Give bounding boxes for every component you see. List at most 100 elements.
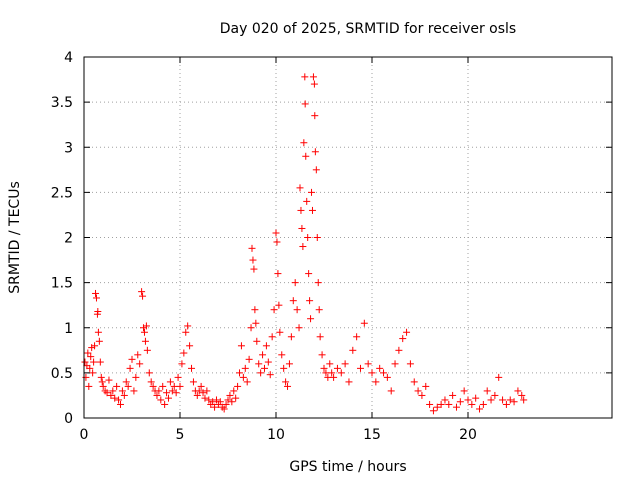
data-point [136, 360, 144, 368]
y-tick-label: 3.5 [51, 95, 73, 111]
data-point [178, 360, 186, 368]
data-point [128, 355, 136, 363]
data-point [308, 206, 316, 214]
data-point [205, 396, 213, 404]
data-point [199, 389, 207, 397]
x-tick-label: 10 [267, 427, 285, 443]
data-point [289, 297, 297, 305]
data-point [383, 373, 391, 381]
data-point [140, 324, 148, 332]
data-point [163, 389, 171, 397]
data-point [92, 289, 100, 297]
data-point [395, 346, 403, 354]
data-point [360, 319, 368, 327]
x-tick-label: 5 [176, 427, 185, 443]
data-point [174, 373, 182, 381]
data-point [268, 333, 276, 341]
data-point [216, 398, 224, 406]
data-point [299, 243, 307, 251]
data-point [464, 396, 472, 404]
data-point [253, 337, 261, 345]
data-point [514, 387, 522, 395]
data-point [264, 358, 272, 366]
data-point [99, 382, 107, 390]
data-point [298, 224, 306, 232]
data-point [305, 270, 313, 278]
data-point [333, 364, 341, 372]
data-point [316, 333, 324, 341]
data-point [90, 358, 98, 366]
data-point [234, 382, 242, 390]
data-point [220, 405, 228, 413]
data-point [91, 342, 99, 350]
data-point [387, 387, 395, 395]
data-point [157, 396, 165, 404]
y-tick-label: 1.5 [51, 276, 73, 292]
data-point [506, 396, 514, 404]
data-point [399, 335, 407, 343]
data-point [143, 346, 151, 354]
data-point [311, 112, 319, 120]
y-tick-label: 3 [64, 140, 73, 156]
data-point [422, 382, 430, 390]
data-point [237, 342, 245, 350]
data-point [306, 297, 314, 305]
data-point [189, 378, 197, 386]
data-point [520, 396, 528, 404]
data-point [318, 351, 326, 359]
y-tick-label: 4 [64, 50, 73, 66]
data-point [197, 382, 205, 390]
data-point [132, 373, 140, 381]
data-point [274, 270, 282, 278]
chart-title: Day 020 of 2025, SRMTID for receiver osl… [220, 21, 516, 37]
data-point [188, 364, 196, 372]
data-point [96, 358, 104, 366]
data-point [320, 364, 328, 372]
data-point [153, 391, 161, 399]
data-point [364, 360, 372, 368]
data-point [241, 364, 249, 372]
data-point [147, 378, 155, 386]
plot-frame [83, 56, 613, 419]
grid-lines [84, 57, 612, 418]
data-point [176, 382, 184, 390]
y-tick-label: 2.5 [51, 185, 73, 201]
data-point [437, 400, 445, 408]
data-point [468, 400, 476, 408]
data-point [257, 369, 265, 377]
data-point [460, 387, 468, 395]
data-point [94, 328, 102, 336]
data-point [250, 265, 258, 273]
data-point [145, 369, 153, 377]
data-point [138, 288, 146, 296]
data-point [296, 184, 304, 192]
data-point [341, 360, 349, 368]
data-point [222, 400, 230, 408]
data-point [429, 407, 437, 415]
data-point [140, 328, 148, 336]
data-point [82, 373, 90, 381]
data-point [410, 378, 418, 386]
data-point [255, 360, 263, 368]
data-point [414, 387, 422, 395]
data-point [161, 400, 169, 408]
data-point [330, 373, 338, 381]
data-point [483, 387, 491, 395]
data-point [260, 364, 268, 372]
data-point [310, 80, 318, 88]
data-point [291, 279, 299, 287]
data-point [111, 394, 119, 402]
data-point [126, 364, 134, 372]
data-point [139, 292, 147, 300]
x-tick-label: 20 [459, 427, 477, 443]
x-tick-label: 15 [363, 427, 381, 443]
data-point [302, 152, 310, 160]
data-point [134, 351, 142, 359]
data-point [426, 400, 434, 408]
data-point [81, 358, 89, 366]
data-point [92, 294, 100, 302]
data-point [228, 398, 236, 406]
data-point [84, 349, 92, 357]
data-point [313, 234, 321, 241]
